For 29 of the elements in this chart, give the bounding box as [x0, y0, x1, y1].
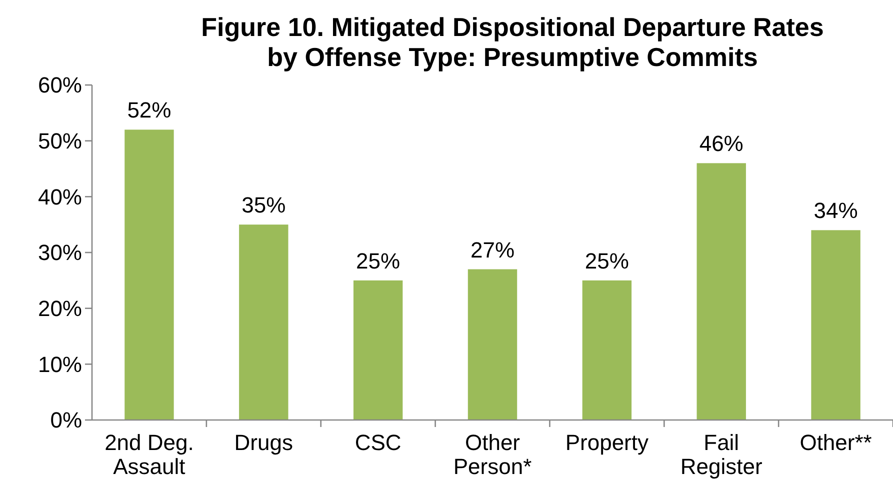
y-tick-label: 50% [38, 128, 82, 154]
y-tick-label: 20% [38, 296, 82, 322]
y-tick-label: 30% [38, 240, 82, 266]
y-tick-label: 60% [38, 72, 82, 98]
bar [811, 230, 860, 420]
data-label: 25% [584, 248, 629, 274]
x-tick-label: Other Person* [453, 430, 532, 479]
bar [468, 269, 518, 420]
data-label: 27% [470, 237, 515, 262]
bar [124, 130, 174, 420]
data-label: 46% [699, 131, 744, 156]
data-label: 52% [127, 98, 172, 123]
x-tick-label: Other** [800, 430, 872, 455]
chart-title: Figure 10. Mitigated Dispositional Departure Rates by Offense Type: Presumptive Commits [201, 12, 824, 72]
bar [582, 280, 632, 420]
x-tick-label: 2nd Deg. Assault [104, 430, 194, 479]
data-label: 35% [242, 192, 286, 218]
bar [239, 224, 288, 420]
x-tick-label: Drugs [234, 430, 293, 455]
x-tick-label: CSC [354, 430, 402, 455]
y-tick-label: 10% [38, 352, 82, 377]
data-label: 25% [356, 248, 400, 274]
x-tick-label: Fail Register [680, 430, 762, 479]
y-tick-label: 40% [38, 184, 82, 210]
bar [353, 280, 403, 420]
data-label: 34% [814, 198, 858, 224]
bar [696, 163, 746, 420]
y-tick-label: 0% [50, 408, 82, 433]
x-tick-label: Property [565, 430, 649, 455]
